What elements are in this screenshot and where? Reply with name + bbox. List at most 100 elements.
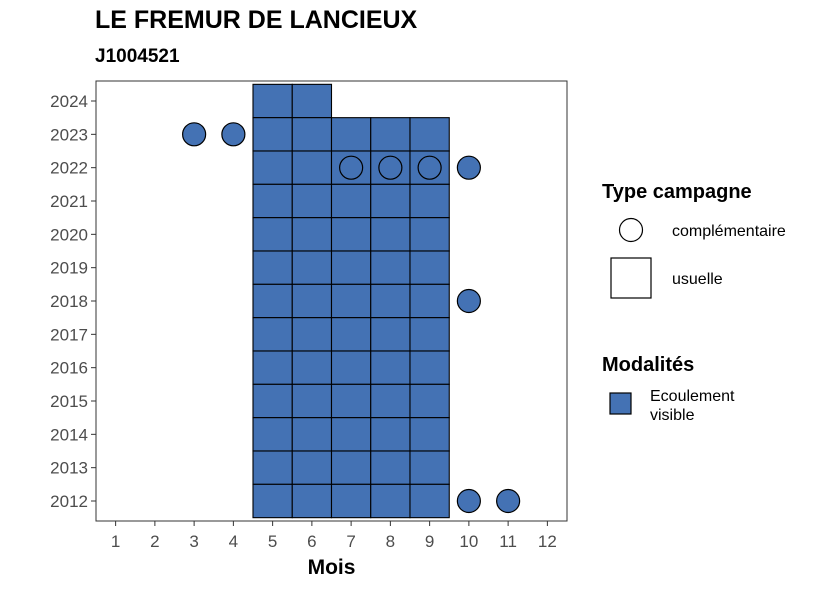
- usuelle-cell-2017-7: [330, 317, 372, 352]
- usuelle-cell-2015-9: [409, 383, 450, 419]
- legend-type-label: complémentaire: [672, 223, 786, 240]
- y-tick-label: 2017: [50, 325, 88, 344]
- x-tick-label: 1: [111, 532, 120, 551]
- usuelle-cell-2017-8: [370, 317, 411, 352]
- usuelle-cell-2015-8: [370, 383, 411, 419]
- y-tick-label: 2012: [50, 492, 88, 511]
- usuelle-cell-2017-6: [291, 317, 333, 352]
- usuelle-cell-2016-8: [370, 350, 411, 385]
- usuelle-cell-2019-6: [291, 250, 333, 285]
- usuelle-cell-2023-7: [330, 117, 372, 152]
- x-tick-label: 4: [229, 532, 238, 551]
- usuelle-cell-2014-9: [409, 417, 450, 452]
- legend-type-title: Type campagne: [602, 181, 752, 203]
- usuelle-cell-2017-5: [252, 317, 293, 352]
- usuelle-cell-2020-7: [330, 217, 372, 252]
- legend-fill-key: [609, 392, 632, 415]
- usuelle-cell-2012-9: [409, 483, 450, 519]
- usuelle-cell-2012-6: [291, 483, 333, 519]
- usuelle-cell-2018-7: [330, 283, 372, 319]
- usuelle-cell-2020-5: [252, 217, 293, 252]
- y-tick-label: 2018: [50, 292, 88, 311]
- usuelle-cell-2013-5: [252, 450, 293, 485]
- y-tick-label: 2014: [50, 425, 88, 444]
- complementaire-point-2023-4: [221, 122, 246, 147]
- axes: 2012 2013 2014 2015 2016 2017 2018 2019 2020 2021…: [50, 92, 557, 579]
- x-axis-label: Mois: [308, 556, 356, 579]
- legend-circle-key: [618, 217, 644, 243]
- usuelle-cell-2018-6: [291, 283, 333, 319]
- usuelle-cell-2023-6: [291, 117, 333, 152]
- usuelle-cell-2015-7: [330, 383, 372, 419]
- chart-subtitle: J1004521: [95, 46, 180, 67]
- legend: Type campagne complémentaire usuelle Modali…: [602, 181, 786, 424]
- legend-modalites-title: Modalités: [602, 354, 694, 376]
- usuelle-cell-2023-5: [252, 117, 293, 152]
- x-tick-label: 10: [459, 532, 478, 551]
- usuelle-cell-2016-5: [252, 350, 293, 385]
- y-tick-label: 2023: [50, 125, 88, 144]
- usuelle-cell-2014-7: [330, 417, 372, 452]
- usuelle-cell-2015-5: [252, 383, 293, 419]
- usuelle-cell-2014-5: [252, 417, 293, 452]
- y-tick-label: 2021: [50, 192, 88, 211]
- complementaire-point-2022-10: [456, 155, 481, 180]
- usuelle-cell-2016-7: [330, 350, 372, 385]
- usuelle-cell-2012-8: [370, 483, 411, 519]
- x-tick-label: 2: [150, 532, 159, 551]
- usuelle-cell-2024-6: [291, 83, 333, 119]
- y-tick-label: 2022: [50, 159, 88, 178]
- legend-square-key: [610, 257, 652, 299]
- x-tick-label: 5: [268, 532, 277, 551]
- complementaire-point-2012-10: [456, 488, 481, 514]
- usuelle-cell-2024-5: [252, 83, 293, 119]
- x-tick-label: 6: [307, 532, 316, 551]
- usuelle-cell-2019-7: [330, 250, 372, 285]
- usuelle-cell-2018-5: [252, 283, 293, 319]
- usuelle-cell-2021-5: [252, 183, 293, 219]
- complementaire-point-2022-7: [339, 155, 364, 180]
- usuelle-cell-2021-7: [330, 183, 372, 219]
- usuelle-cell-2018-9: [409, 283, 450, 319]
- y-tick-label: 2024: [50, 92, 88, 111]
- usuelle-cell-2018-8: [370, 283, 411, 319]
- usuelle-squares: [252, 83, 450, 519]
- usuelle-cell-2012-5: [252, 483, 293, 519]
- usuelle-cell-2014-6: [291, 417, 333, 452]
- usuelle-cell-2019-9: [409, 250, 450, 285]
- x-tick-label: 11: [499, 532, 517, 551]
- usuelle-cell-2020-8: [370, 217, 411, 252]
- y-tick-label: 2013: [50, 459, 88, 478]
- legend-type-label: usuelle: [672, 271, 723, 288]
- x-tick-label: 9: [425, 532, 434, 551]
- usuelle-cell-2013-9: [409, 450, 450, 485]
- complementaire-point-2012-11: [496, 488, 521, 514]
- usuelle-cell-2017-9: [409, 317, 450, 352]
- chart-title: LE FREMUR DE LANCIEUX: [95, 6, 418, 34]
- usuelle-cell-2013-8: [370, 450, 411, 485]
- usuelle-cell-2023-9: [409, 117, 450, 152]
- usuelle-cell-2016-6: [291, 350, 333, 385]
- y-tick-label: 2015: [50, 392, 88, 411]
- usuelle-cell-2015-6: [291, 383, 333, 419]
- x-tick-label: 7: [346, 532, 355, 551]
- complementaire-point-2022-8: [378, 155, 403, 180]
- usuelle-cell-2020-6: [291, 217, 333, 252]
- usuelle-cell-2013-7: [330, 450, 372, 485]
- usuelle-cell-2021-6: [291, 183, 333, 219]
- usuelle-cell-2022-6: [291, 150, 333, 185]
- usuelle-cell-2023-8: [370, 117, 411, 152]
- y-tick-label: 2016: [50, 359, 88, 378]
- usuelle-cell-2022-5: [252, 150, 293, 185]
- usuelle-cell-2016-9: [409, 350, 450, 385]
- y-tick-label: 2019: [50, 259, 88, 278]
- usuelle-cell-2019-5: [252, 250, 293, 285]
- y-tick-label: 2020: [50, 225, 88, 244]
- usuelle-cell-2019-8: [370, 250, 411, 285]
- x-tick-label: 12: [538, 532, 557, 551]
- usuelle-cell-2012-7: [330, 483, 372, 519]
- usuelle-cell-2021-8: [370, 183, 411, 219]
- complementaire-point-2023-3: [182, 122, 207, 147]
- complementaire-point-2022-9: [417, 155, 442, 180]
